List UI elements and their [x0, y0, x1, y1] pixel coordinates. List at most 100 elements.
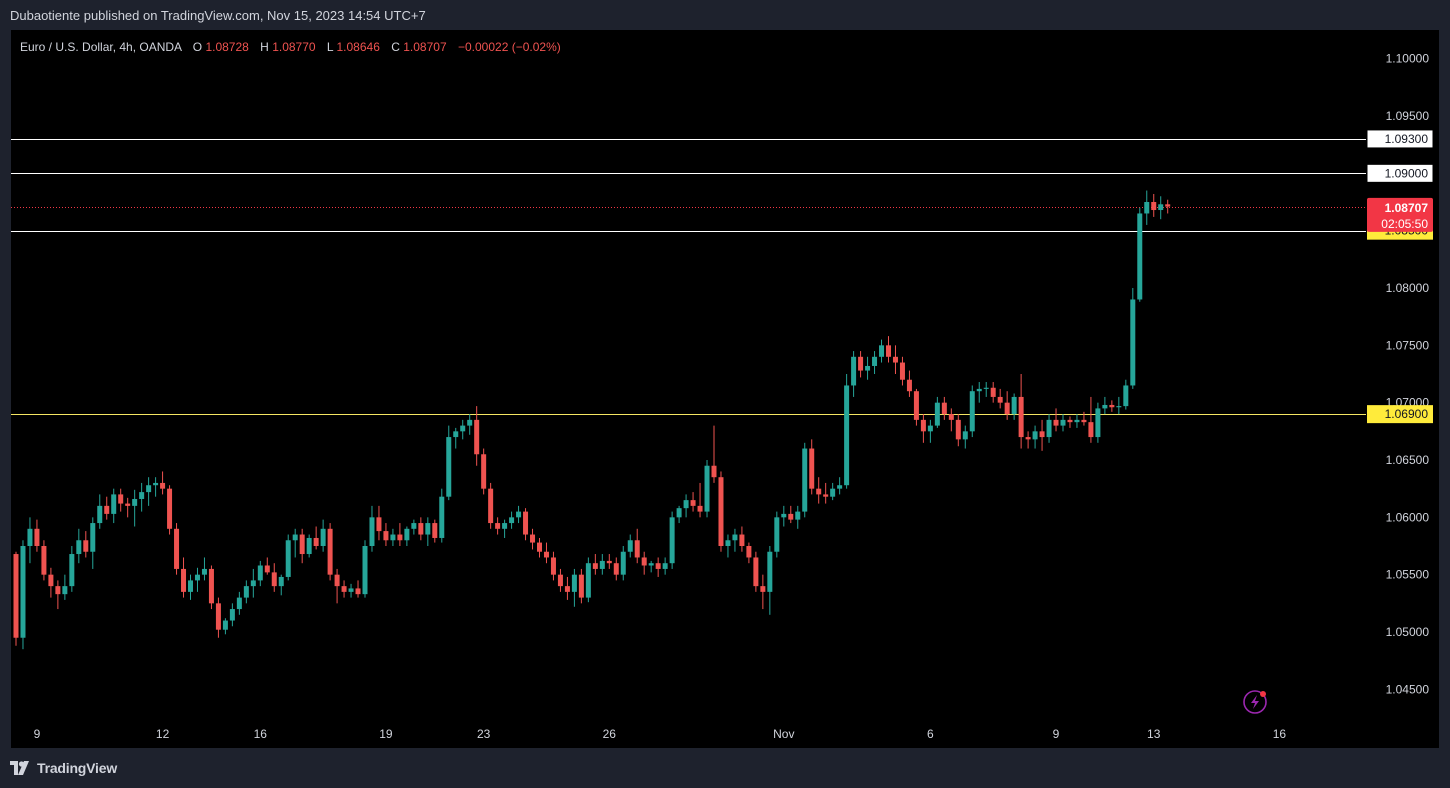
- candle-body: [599, 560, 605, 569]
- candle-body: [27, 528, 33, 546]
- tradingview-logo-icon: [10, 761, 29, 775]
- high-label: H: [260, 40, 269, 54]
- time-tick-label: 16: [254, 727, 268, 741]
- ohlc-legend: Euro / U.S. Dollar, 4h, OANDA O 1.08728 …: [20, 40, 561, 54]
- candle-body: [292, 534, 298, 541]
- candle-body: [655, 563, 661, 569]
- candlestick-chart[interactable]: 1.100001.095001.090001.080001.075001.070…: [11, 30, 1439, 748]
- candle-body: [760, 586, 766, 592]
- candle-body: [1130, 299, 1136, 386]
- candle-body: [662, 563, 668, 569]
- candle-body: [948, 414, 954, 420]
- candle-body: [383, 531, 389, 541]
- candle-body: [844, 385, 850, 486]
- candle-body: [167, 488, 173, 529]
- candle-body: [627, 540, 633, 552]
- level-price-label-bg: [1367, 405, 1433, 424]
- candle-body: [523, 511, 529, 535]
- candle-body: [1123, 385, 1129, 407]
- candle-body: [669, 517, 675, 564]
- candle-body: [934, 402, 940, 426]
- level-price-label: 1.06900: [1385, 407, 1429, 421]
- candle-body: [1081, 419, 1087, 423]
- chart-panel[interactable]: 1.100001.095001.090001.080001.075001.070…: [11, 30, 1439, 748]
- price-tick-label: 1.05500: [1386, 568, 1430, 582]
- candle-body: [543, 551, 549, 558]
- candle-body: [41, 546, 47, 575]
- candle-body: [697, 505, 703, 512]
- candle-body: [571, 574, 577, 592]
- candle-body: [976, 388, 982, 392]
- footer: TradingView: [0, 752, 1450, 788]
- time-tick-label: 19: [379, 727, 393, 741]
- level-price-label-bg: [1366, 163, 1434, 183]
- candle-body: [578, 574, 584, 598]
- candle-body: [76, 540, 82, 555]
- candle-body: [432, 523, 438, 538]
- candle-body: [676, 508, 682, 518]
- time-tick-label: 9: [34, 727, 41, 741]
- candle-body: [327, 528, 333, 575]
- candle-body: [348, 588, 354, 592]
- candle-body: [753, 557, 759, 587]
- candle-body: [816, 488, 822, 495]
- candle-body: [418, 523, 424, 535]
- candle-body: [865, 365, 871, 371]
- level-price-label: 1.09300: [1385, 132, 1429, 146]
- candle-body: [1053, 419, 1059, 426]
- candle-body: [264, 565, 270, 573]
- candle-body: [530, 534, 536, 543]
- candle-body: [990, 387, 996, 397]
- candle-body: [892, 356, 898, 363]
- candle-body: [1004, 402, 1010, 415]
- publisher-bar: Dubaotiente published on TradingView.com…: [0, 0, 1450, 30]
- price-tick-label: 1.09500: [1386, 109, 1430, 123]
- price-tick-label: 1.04500: [1386, 682, 1430, 696]
- candle-body: [111, 494, 117, 514]
- candle-body: [1039, 431, 1045, 438]
- candle-body: [879, 345, 885, 357]
- time-tick-label: 26: [603, 727, 617, 741]
- candle-body: [683, 500, 689, 509]
- candle-body: [132, 498, 138, 506]
- time-tick-label: 16: [1273, 727, 1287, 741]
- candle-body: [460, 425, 466, 432]
- candle-body: [20, 546, 26, 638]
- candle-body: [55, 586, 61, 595]
- candle-body: [509, 517, 515, 524]
- candle-body: [1067, 419, 1073, 423]
- candle-body: [48, 574, 54, 587]
- candle-body: [97, 505, 103, 524]
- price-tick-label: 1.10000: [1386, 52, 1430, 66]
- candle-body: [955, 419, 961, 440]
- candle-body: [718, 477, 724, 546]
- candle-body: [229, 609, 235, 621]
- candle-body: [962, 431, 968, 440]
- candle-body: [997, 396, 1003, 403]
- candle-body: [362, 546, 368, 595]
- countdown-label: 02:05:50: [1381, 217, 1428, 231]
- candle-body: [802, 448, 808, 512]
- candle-body: [355, 588, 361, 595]
- candle-body: [969, 391, 975, 432]
- candle-body: [851, 356, 857, 386]
- candle-body: [886, 345, 891, 357]
- candle-body: [439, 496, 445, 538]
- candle-body: [139, 492, 145, 499]
- candle-body: [1025, 437, 1031, 440]
- candle-body: [320, 528, 326, 546]
- tradingview-logo[interactable]: TradingView: [10, 760, 117, 776]
- candle-body: [634, 540, 640, 558]
- time-tick-label: 23: [477, 727, 491, 741]
- time-tick-label: 12: [156, 727, 170, 741]
- candle-body: [746, 546, 752, 558]
- time-tick-label: 6: [927, 727, 934, 741]
- candle-body: [537, 542, 542, 552]
- candle-body: [83, 540, 89, 552]
- time-axis: 9 12 16 19 23 26 Nov 6 9 13 16: [34, 727, 1287, 741]
- candle-body: [1144, 202, 1150, 214]
- candle-body: [704, 465, 710, 512]
- candle-body: [606, 560, 612, 564]
- candle-body: [495, 523, 501, 529]
- lightning-icon[interactable]: [1243, 690, 1267, 714]
